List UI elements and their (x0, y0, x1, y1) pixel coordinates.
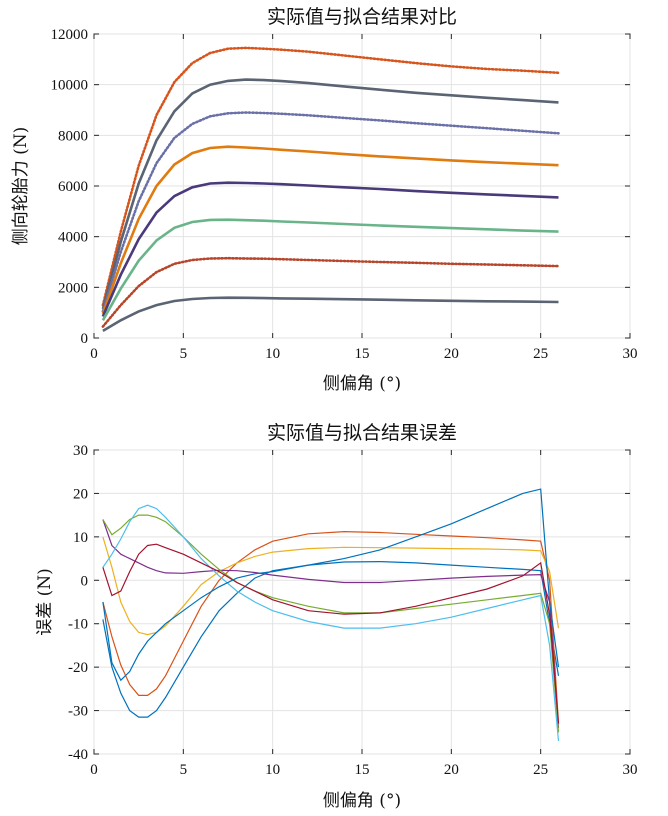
c2-xtick-label: 10 (265, 762, 280, 778)
chart-1-series (101, 46, 560, 333)
c1-xtick-label: 30 (623, 346, 638, 362)
c2-ytick-label: -20 (68, 660, 88, 676)
c1-ytick-label: 4000 (58, 230, 88, 246)
c2-series-1 (102, 560, 560, 718)
chart-1-ticks: 0 5 10 15 20 25 30 0 2000 4000 6000 8000 10000 12000 (51, 27, 638, 362)
c1-series-8 (102, 296, 559, 333)
c1-series-4 (101, 145, 559, 315)
c2-series-7 (102, 543, 560, 724)
c2-ytick-label: 30 (73, 443, 88, 459)
c1-series-2 (101, 78, 559, 310)
c2-ytick-label: 0 (81, 573, 89, 589)
chart-2-xlabel: 侧偏角 (°) (323, 791, 401, 811)
chart-2-title: 实际值与拟合结果误差 (267, 422, 457, 444)
c2-xtick-label: 5 (180, 762, 188, 778)
c2-xtick-label: 0 (90, 762, 98, 778)
chart-2-ticks: 0 5 10 15 20 25 30 -40 -30 -20 -10 0 10 20 30 (68, 443, 638, 778)
c2-series-8 (102, 488, 560, 682)
c2-xtick-label: 15 (355, 762, 370, 778)
c2-ytick-label: -40 (68, 747, 88, 763)
chart-2: 0 5 10 15 20 25 30 -40 -30 -20 -10 0 10 20 30 实际值与拟合结果… (35, 422, 638, 811)
c1-xtick-label: 15 (355, 346, 370, 362)
chart-1: 0 5 10 15 20 25 30020004000600080001000012000 … (11, 6, 638, 394)
c1-ytick-label: 2000 (58, 280, 88, 296)
chart-1-title: 实际值与拟合结果对比 (267, 6, 457, 28)
c1-ytick-label: 12000 (51, 27, 89, 43)
c1-ytick-label: 6000 (58, 179, 88, 195)
c2-xtick-label: 30 (623, 762, 638, 778)
c2-xtick-label: 20 (444, 762, 459, 778)
chart-1-ylabel: 侧向轮胎力 (N) (11, 127, 31, 246)
c1-ytick-label: 0 (81, 331, 89, 347)
c1-xtick-label: 0 (90, 346, 98, 362)
c1-xtick-label: 5 (180, 346, 188, 362)
c1-xtick-label: 20 (444, 346, 459, 362)
c2-xtick-label: 25 (533, 762, 548, 778)
chart-2-ylabel: 误差 (N) (35, 568, 55, 636)
c1-ytick-label: 8000 (58, 128, 88, 144)
c2-series-4 (102, 519, 560, 728)
chart-1-xlabel: 侧偏角 (°) (323, 374, 401, 394)
c1-series-1 (101, 46, 560, 307)
c2-ytick-label: 10 (73, 530, 88, 546)
c1-series-7 (101, 256, 560, 328)
c2-ytick-label: -10 (68, 617, 88, 633)
chart-2-series (102, 488, 560, 742)
c2-ytick-label: -30 (68, 704, 88, 720)
c1-series-3 (101, 111, 560, 313)
c1-xtick-label: 25 (533, 346, 548, 362)
c1-xtick-label: 10 (265, 346, 280, 362)
c2-series-6 (102, 504, 560, 742)
c1-series-5 (101, 181, 559, 318)
c1-ytick-label: 10000 (51, 78, 89, 94)
c2-ytick-label: 20 (73, 486, 88, 502)
c2-series-2 (102, 530, 560, 724)
c1-series-6 (101, 218, 559, 321)
c2-series-3 (102, 536, 560, 636)
